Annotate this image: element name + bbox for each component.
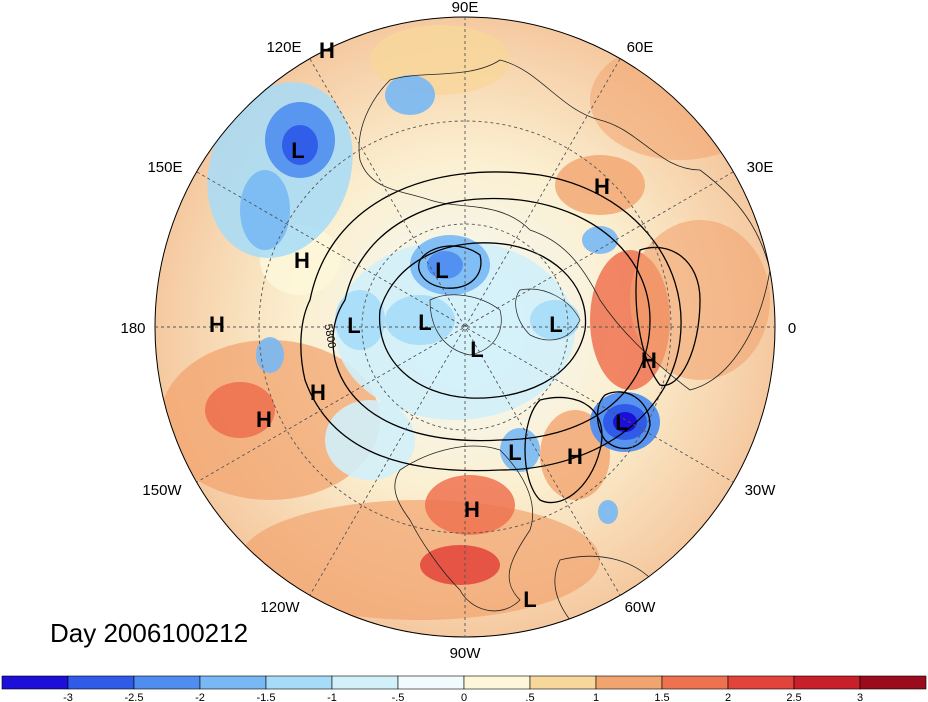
- contour-label: 5800: [322, 323, 338, 349]
- low-pressure-marker: L: [418, 310, 431, 335]
- colorbar-swatch: [1, 675, 69, 690]
- colorbar-swatch: [595, 675, 663, 690]
- high-pressure-marker: H: [319, 38, 335, 63]
- graticule: [155, 17, 775, 637]
- longitude-label: 90W: [450, 645, 482, 662]
- longitude-label: 30W: [745, 482, 777, 499]
- colorbar-swatch: [661, 675, 729, 690]
- longitude-label: 60W: [625, 599, 657, 616]
- high-pressure-marker: H: [294, 248, 310, 273]
- longitude-labels: 90E 60E 30E 0 30W 60W 90W 120W 150W 180 150E 120E: [120, 0, 796, 662]
- colorbar-tick-label: 2.5: [786, 692, 801, 702]
- longitude-label: 90E: [452, 0, 479, 16]
- longitude-label: 120E: [266, 39, 301, 56]
- high-pressure-marker: H: [641, 348, 657, 373]
- low-pressure-marker: L: [523, 587, 536, 612]
- colorbar-swatch: [265, 675, 333, 690]
- colorbar-swatch: [199, 675, 267, 690]
- low-pressure-marker: L: [615, 410, 628, 435]
- colorbar: -3 -2.5 -2 -1.5 -1 -.5 0 .5 1 1.5 2 2.5 3: [1, 675, 927, 702]
- colorbar-tick-label: .5: [525, 692, 534, 702]
- low-pressure-marker: L: [549, 312, 562, 337]
- colorbar-tick-label: -2: [195, 692, 205, 702]
- low-pressure-marker: L: [435, 258, 448, 283]
- colorbar-tick-label: 2: [725, 692, 731, 702]
- colorbar-swatch: [463, 675, 531, 690]
- high-pressure-marker: H: [256, 407, 272, 432]
- colorbar-swatch: [859, 675, 927, 690]
- high-pressure-marker: H: [310, 380, 326, 405]
- anomaly-field: 5800: [155, 17, 775, 637]
- colorbar-tick-label: 1.5: [654, 692, 669, 702]
- longitude-label: 120W: [260, 599, 300, 616]
- longitude-label: 0: [788, 320, 796, 337]
- colorbar-tick-label: -1.5: [257, 692, 276, 702]
- high-pressure-marker: H: [594, 174, 610, 199]
- colorbar-tick-label: 3: [857, 692, 863, 702]
- high-pressure-marker: H: [567, 444, 583, 469]
- colorbar-tick-label: -.5: [392, 692, 405, 702]
- longitude-label: 30E: [747, 159, 774, 176]
- low-pressure-marker: L: [347, 313, 360, 338]
- map-title: Day 2006100212: [50, 618, 249, 648]
- high-pressure-marker: H: [209, 312, 225, 337]
- colorbar-swatch: [67, 675, 135, 690]
- colorbar-swatch: [793, 675, 861, 690]
- colorbar-tick-label: -2.5: [125, 692, 144, 702]
- low-pressure-marker: L: [508, 440, 521, 465]
- colorbar-tick-label: 1: [593, 692, 599, 702]
- colorbar-swatch: [397, 675, 465, 690]
- low-pressure-marker: L: [291, 138, 304, 163]
- longitude-label: 60E: [627, 39, 654, 56]
- colorbar-swatch: [133, 675, 201, 690]
- colorbar-swatch: [529, 675, 597, 690]
- low-pressure-marker: L: [470, 337, 483, 362]
- longitude-label: 150W: [142, 482, 182, 499]
- height-contours: [300, 171, 701, 504]
- colorbar-swatch: [727, 675, 795, 690]
- colorbar-swatch: [331, 675, 399, 690]
- colorbar-tick-label: -1: [327, 692, 337, 702]
- pressure-centers: H L H H L L L L L H H H L H L H H L: [209, 38, 657, 612]
- high-pressure-marker: H: [464, 497, 480, 522]
- colorbar-tick-label: 0: [461, 692, 467, 702]
- longitude-label: 180: [120, 320, 145, 337]
- colorbar-tick-label: -3: [63, 692, 73, 702]
- longitude-label: 150E: [147, 159, 182, 176]
